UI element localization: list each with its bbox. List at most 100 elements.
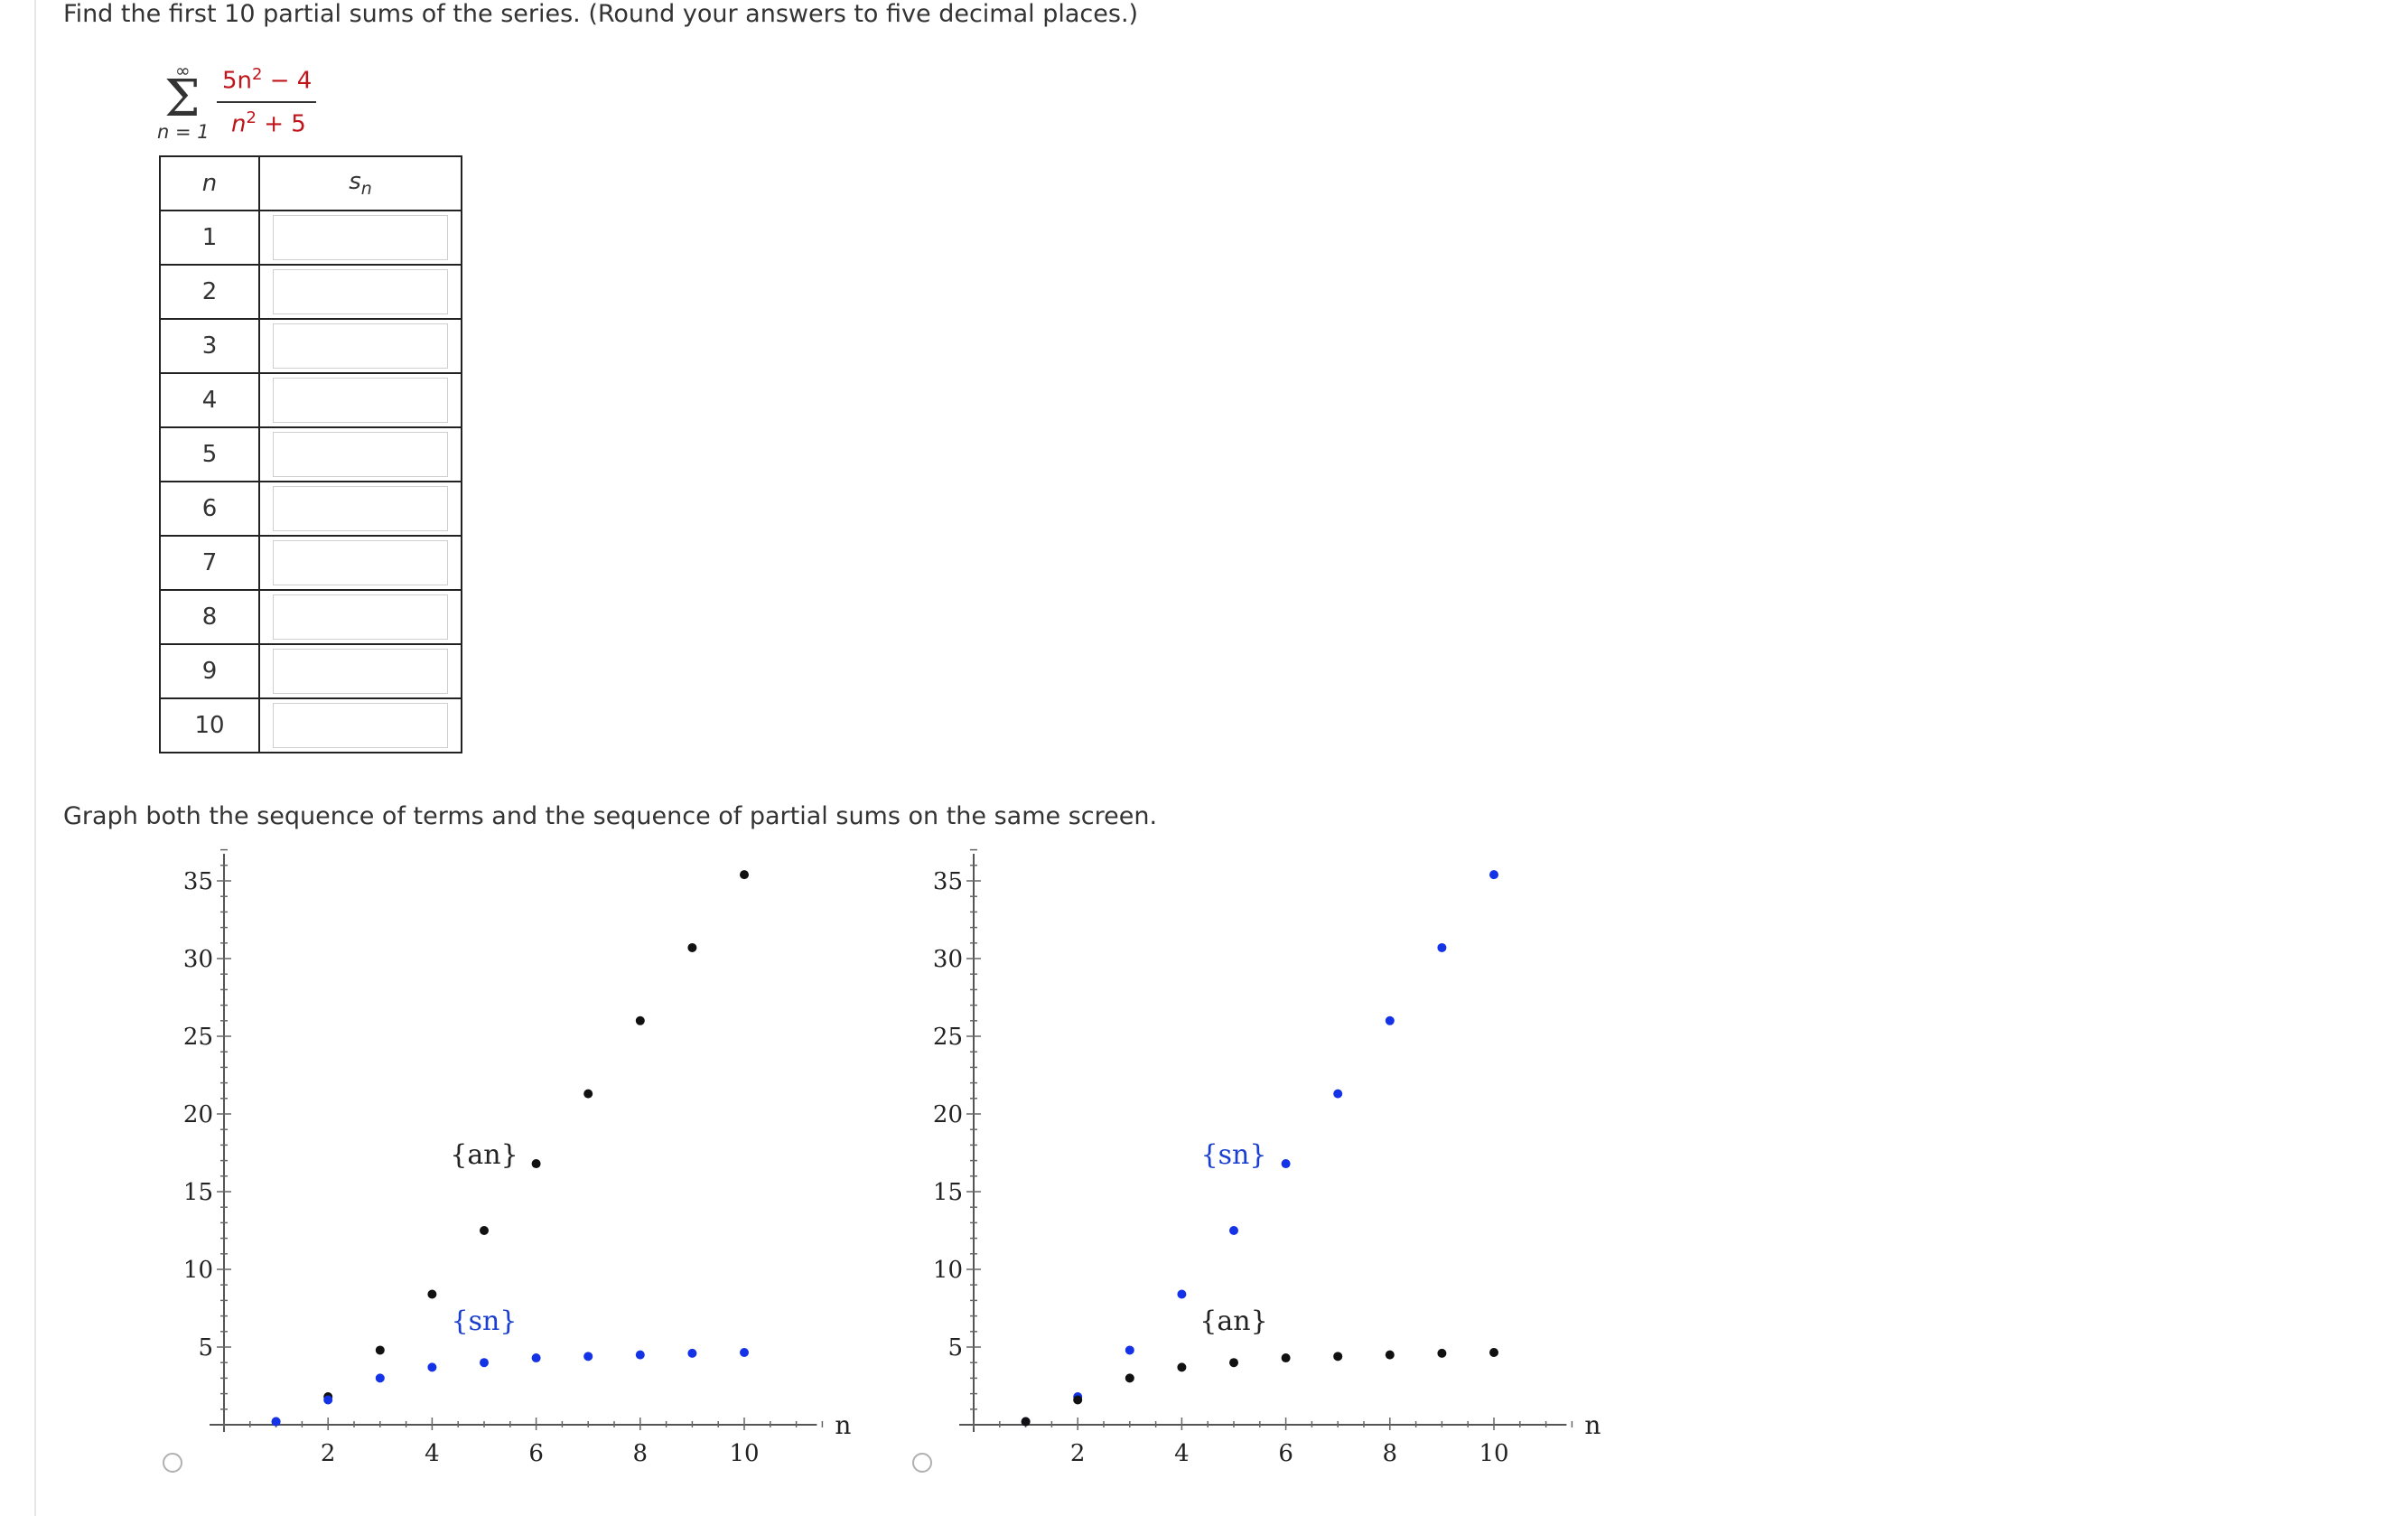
fraction-bar [217, 101, 316, 103]
sum-upper-limit: ∞ [175, 60, 191, 81]
data-point [635, 1015, 645, 1025]
y-tick-label: 10 [933, 1257, 963, 1284]
data-point [1437, 1348, 1447, 1358]
sum-lower-limit: n = 1 [157, 121, 210, 143]
table-row: 6 [159, 481, 462, 537]
data-point [583, 1089, 593, 1099]
data-point [1125, 1345, 1134, 1355]
row-sn-cell [258, 318, 462, 374]
series-denominator: n2 + 5 [231, 108, 306, 138]
data-point [1125, 1373, 1134, 1383]
series-formula: ∞ Σ n = 1 5n2 − 4 n2 + 5 [152, 56, 350, 155]
question-text: Find the first 10 partial sums of the se… [63, 0, 1139, 28]
row-sn-cell [258, 535, 462, 591]
y-tick-label: 25 [183, 1024, 213, 1051]
data-point [480, 1226, 489, 1235]
data-point [687, 1348, 697, 1358]
sn-answer-input[interactable] [273, 323, 448, 369]
row-n-value: 1 [159, 210, 260, 266]
data-point [1229, 1358, 1238, 1368]
row-sn-cell [258, 426, 462, 482]
sn-answer-input[interactable] [273, 703, 448, 748]
y-tick-label: 30 [183, 946, 213, 973]
y-tick-label: 10 [183, 1257, 213, 1284]
x-tick-label: 2 [321, 1440, 336, 1467]
x-tick-label: 2 [1070, 1440, 1086, 1467]
row-sn-cell [258, 372, 462, 428]
sn-answer-input[interactable] [273, 649, 448, 694]
series-label: {sn} [1201, 1139, 1267, 1171]
data-point [427, 1289, 437, 1299]
data-point [740, 1348, 749, 1358]
data-point [1489, 870, 1498, 880]
data-point [740, 870, 749, 880]
data-point [1073, 1395, 1083, 1405]
data-point [375, 1373, 385, 1383]
data-point [1229, 1226, 1238, 1235]
sn-answer-input[interactable] [273, 486, 448, 531]
data-point [1333, 1089, 1343, 1099]
x-tick-label: 4 [425, 1440, 440, 1467]
x-tick-label: 10 [1479, 1440, 1508, 1467]
data-point [1281, 1159, 1291, 1169]
y-tick-label: 15 [933, 1179, 963, 1206]
data-point [1385, 1015, 1395, 1025]
row-sn-cell [258, 264, 462, 320]
row-sn-cell [258, 643, 462, 699]
y-tick-label: 5 [198, 1334, 213, 1362]
sn-answer-input[interactable] [273, 594, 448, 640]
graph-option-1: 2 4 6 8 10 5 10 15 20 25 30 35 n {an} {sn} [154, 836, 966, 1486]
sn-answer-input[interactable] [273, 540, 448, 585]
data-point [1177, 1362, 1187, 1372]
x-axis-label: n [1584, 1410, 1601, 1440]
sigma-icon: Σ [164, 70, 201, 128]
table-row: 7 [159, 535, 462, 591]
scatter-chart-1: 2 4 6 8 10 5 10 15 20 25 30 35 n {an} {sn} [183, 848, 851, 1467]
table-row: 3 [159, 318, 462, 374]
y-tick-label: 35 [183, 868, 213, 895]
sn-answer-input[interactable] [273, 215, 448, 260]
data-point [375, 1345, 385, 1355]
row-n-value: 7 [159, 535, 260, 591]
x-tick-label: 6 [1278, 1440, 1293, 1467]
row-n-value: 8 [159, 589, 260, 645]
sn-answer-input[interactable] [273, 432, 448, 477]
data-point [1385, 1350, 1395, 1360]
table-row: 1 [159, 210, 462, 266]
y-tick-label: 5 [947, 1334, 963, 1362]
series-label: {sn} [452, 1305, 518, 1337]
row-n-value: 2 [159, 264, 260, 320]
y-tick-label: 25 [933, 1024, 963, 1051]
row-sn-cell [258, 589, 462, 645]
table-row: 5 [159, 426, 462, 482]
row-n-value: 5 [159, 426, 260, 482]
left-border [34, 0, 36, 1516]
data-point [531, 1353, 541, 1363]
row-sn-cell [258, 210, 462, 266]
graph-option-1-radio[interactable] [163, 1453, 182, 1473]
data-point [271, 1417, 281, 1427]
table-row: 10 [159, 697, 462, 753]
data-point [1489, 1348, 1498, 1358]
data-point [1177, 1289, 1187, 1299]
row-sn-cell [258, 481, 462, 537]
data-point [1021, 1417, 1031, 1427]
header-sn: sn [258, 155, 462, 211]
sn-answer-input[interactable] [273, 378, 448, 423]
row-n-value: 6 [159, 481, 260, 537]
row-n-value: 3 [159, 318, 260, 374]
table-row: 8 [159, 589, 462, 645]
x-tick-label: 8 [633, 1440, 649, 1467]
x-axis-label: n [835, 1410, 851, 1440]
y-tick-label: 15 [183, 1179, 213, 1206]
x-tick-label: 8 [1383, 1440, 1398, 1467]
graph-option-2-radio[interactable] [912, 1453, 932, 1473]
graph-option-2: 2 4 6 8 10 5 10 15 20 25 30 35 n {sn} {an} [903, 836, 1716, 1486]
sn-answer-input[interactable] [273, 269, 448, 314]
data-point [480, 1358, 489, 1368]
x-tick-label: 6 [528, 1440, 544, 1467]
data-point [427, 1362, 437, 1372]
scatter-chart-2: 2 4 6 8 10 5 10 15 20 25 30 35 n {sn} {an} [933, 848, 1601, 1467]
y-tick-label: 35 [933, 868, 963, 895]
row-n-value: 4 [159, 372, 260, 428]
